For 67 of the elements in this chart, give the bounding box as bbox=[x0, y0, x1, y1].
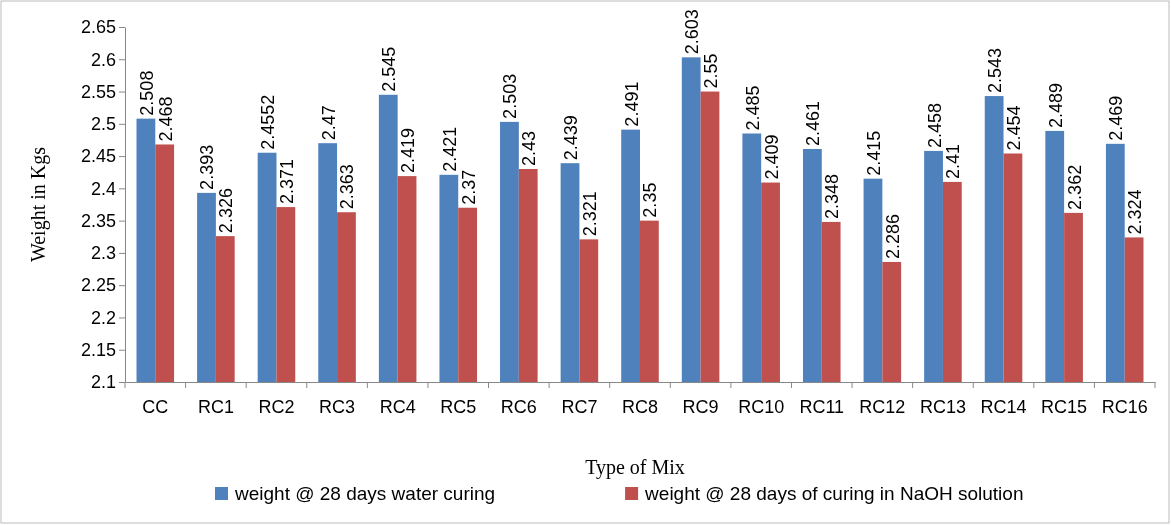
data-label: 2.55 bbox=[700, 53, 721, 89]
y-tick-label: 2.35 bbox=[80, 210, 116, 231]
data-label: 2.545 bbox=[379, 46, 400, 92]
data-label: 2.47 bbox=[318, 105, 339, 141]
data-label: 2.489 bbox=[1045, 82, 1066, 128]
data-label: 2.362 bbox=[1064, 164, 1085, 210]
x-tick-label: RC12 bbox=[859, 396, 906, 417]
x-tick-label: RC15 bbox=[1041, 396, 1088, 417]
data-label: 2.439 bbox=[561, 115, 582, 161]
x-tick-label: RC4 bbox=[379, 396, 416, 417]
data-label: 2.419 bbox=[398, 128, 419, 174]
data-label: 2.415 bbox=[863, 130, 884, 176]
x-tick-label: RC14 bbox=[980, 396, 1027, 417]
y-tick-label: 2.6 bbox=[90, 49, 116, 70]
data-label: 2.41 bbox=[943, 143, 964, 179]
y-tick-label: 2.3 bbox=[90, 243, 116, 264]
data-label: 2.543 bbox=[985, 48, 1006, 94]
x-tick-label: RC7 bbox=[561, 396, 598, 417]
x-tick-label: RC10 bbox=[738, 396, 785, 417]
x-tick-label: RC6 bbox=[500, 396, 537, 417]
legend-label: weight @ 28 days of curing in NaOH solution bbox=[644, 483, 1024, 504]
data-label: 2.468 bbox=[155, 96, 176, 142]
y-tick-label: 2.25 bbox=[80, 275, 116, 296]
x-tick-label: RC3 bbox=[319, 396, 356, 417]
y-tick-label: 2.55 bbox=[80, 81, 116, 102]
data-label: 2.409 bbox=[761, 134, 782, 180]
data-label: 2.286 bbox=[882, 213, 903, 259]
y-tick-label: 2.4 bbox=[90, 178, 116, 199]
y-tick-label: 2.1 bbox=[90, 372, 116, 393]
data-label: 2.485 bbox=[742, 85, 763, 131]
y-tick-label: 2.5 bbox=[90, 114, 116, 135]
data-label: 2.37 bbox=[458, 169, 479, 205]
x-tick-label: RC13 bbox=[919, 396, 966, 417]
data-label: 2.454 bbox=[1003, 105, 1024, 151]
x-tick-label: RC2 bbox=[258, 396, 295, 417]
data-label: 2.603 bbox=[682, 9, 703, 55]
data-label: 2.43 bbox=[519, 130, 540, 166]
data-label: 2.469 bbox=[1106, 95, 1127, 141]
x-tick-label: RC11 bbox=[799, 396, 845, 417]
data-label: 2.321 bbox=[579, 191, 600, 237]
y-axis-title: Weight in Kgs bbox=[27, 146, 50, 263]
data-label: 2.503 bbox=[500, 73, 521, 119]
y-tick-label: 2.15 bbox=[80, 339, 116, 360]
y-tick-label: 2.45 bbox=[80, 146, 116, 167]
y-tick-label: 2.2 bbox=[90, 307, 116, 328]
y-tick-label: 2.65 bbox=[80, 17, 116, 38]
x-tick-label: RC16 bbox=[1101, 396, 1148, 417]
data-label: 2.461 bbox=[803, 100, 824, 146]
data-label: 2.4552 bbox=[258, 94, 279, 150]
x-tick-label: CC bbox=[142, 396, 169, 417]
legend-label: weight @ 28 days water curing bbox=[234, 483, 496, 504]
data-label: 2.508 bbox=[136, 70, 157, 116]
data-label: 2.458 bbox=[924, 102, 945, 148]
data-label: 2.326 bbox=[216, 188, 237, 234]
data-label: 2.348 bbox=[822, 173, 843, 219]
data-label: 2.491 bbox=[621, 81, 642, 127]
data-label: 2.421 bbox=[439, 126, 460, 172]
data-label: 2.393 bbox=[197, 144, 218, 190]
data-label: 2.35 bbox=[640, 182, 661, 218]
data-label: 2.324 bbox=[1125, 189, 1146, 235]
x-tick-label: RC8 bbox=[621, 396, 659, 417]
data-label: 2.371 bbox=[276, 159, 297, 205]
x-axis-title: Type of Mix bbox=[585, 456, 685, 479]
x-tick-label: RC1 bbox=[197, 396, 234, 417]
x-tick-label: RC5 bbox=[440, 396, 477, 417]
data-label: 2.363 bbox=[337, 164, 358, 210]
x-tick-label: RC9 bbox=[682, 396, 719, 417]
